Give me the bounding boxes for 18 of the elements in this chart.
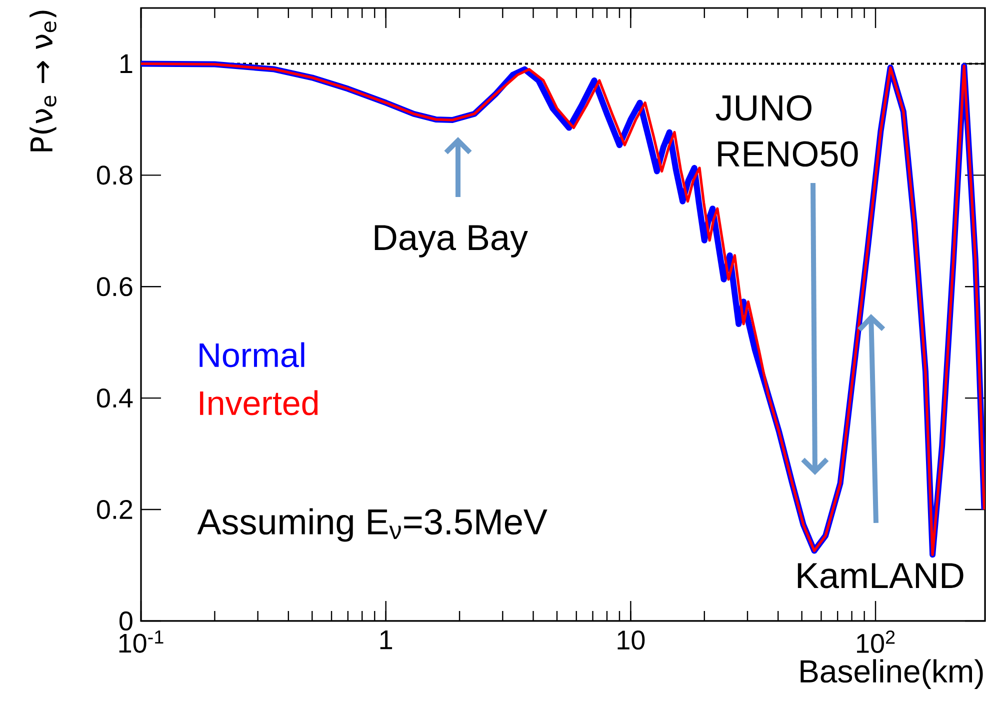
x-tick-label: 10$^{2}$: [857, 630, 895, 654]
annotation: JUNO RENO50: [716, 95, 858, 167]
y-axis-title: P(ν$_{e}$ → ν$_{e}$): [30, 10, 56, 152]
y-tick-label: 0: [120, 611, 132, 631]
annotation: Assuming E$_{ν}$=3.5MeV: [197, 508, 548, 542]
text: Inverted: [200, 390, 318, 416]
y-tick-label: 1: [120, 54, 132, 74]
y-tick-label: 0.6: [96, 277, 132, 296]
x-axis-title: Baseline(km): [800, 659, 983, 689]
x-tick-label: 10$^{-1}$: [119, 630, 164, 653]
annotation: KamLAND: [798, 563, 964, 588]
text: Normal: [200, 342, 304, 368]
y-tick-label: 0.2: [96, 500, 132, 520]
x-tick-label: 1: [380, 630, 392, 650]
annotation: Daya Bay: [374, 225, 528, 258]
x-tick-label: 10: [618, 630, 645, 650]
y-tick-label: 0.8: [96, 166, 132, 185]
y-tick-label: 0.4: [96, 388, 133, 408]
